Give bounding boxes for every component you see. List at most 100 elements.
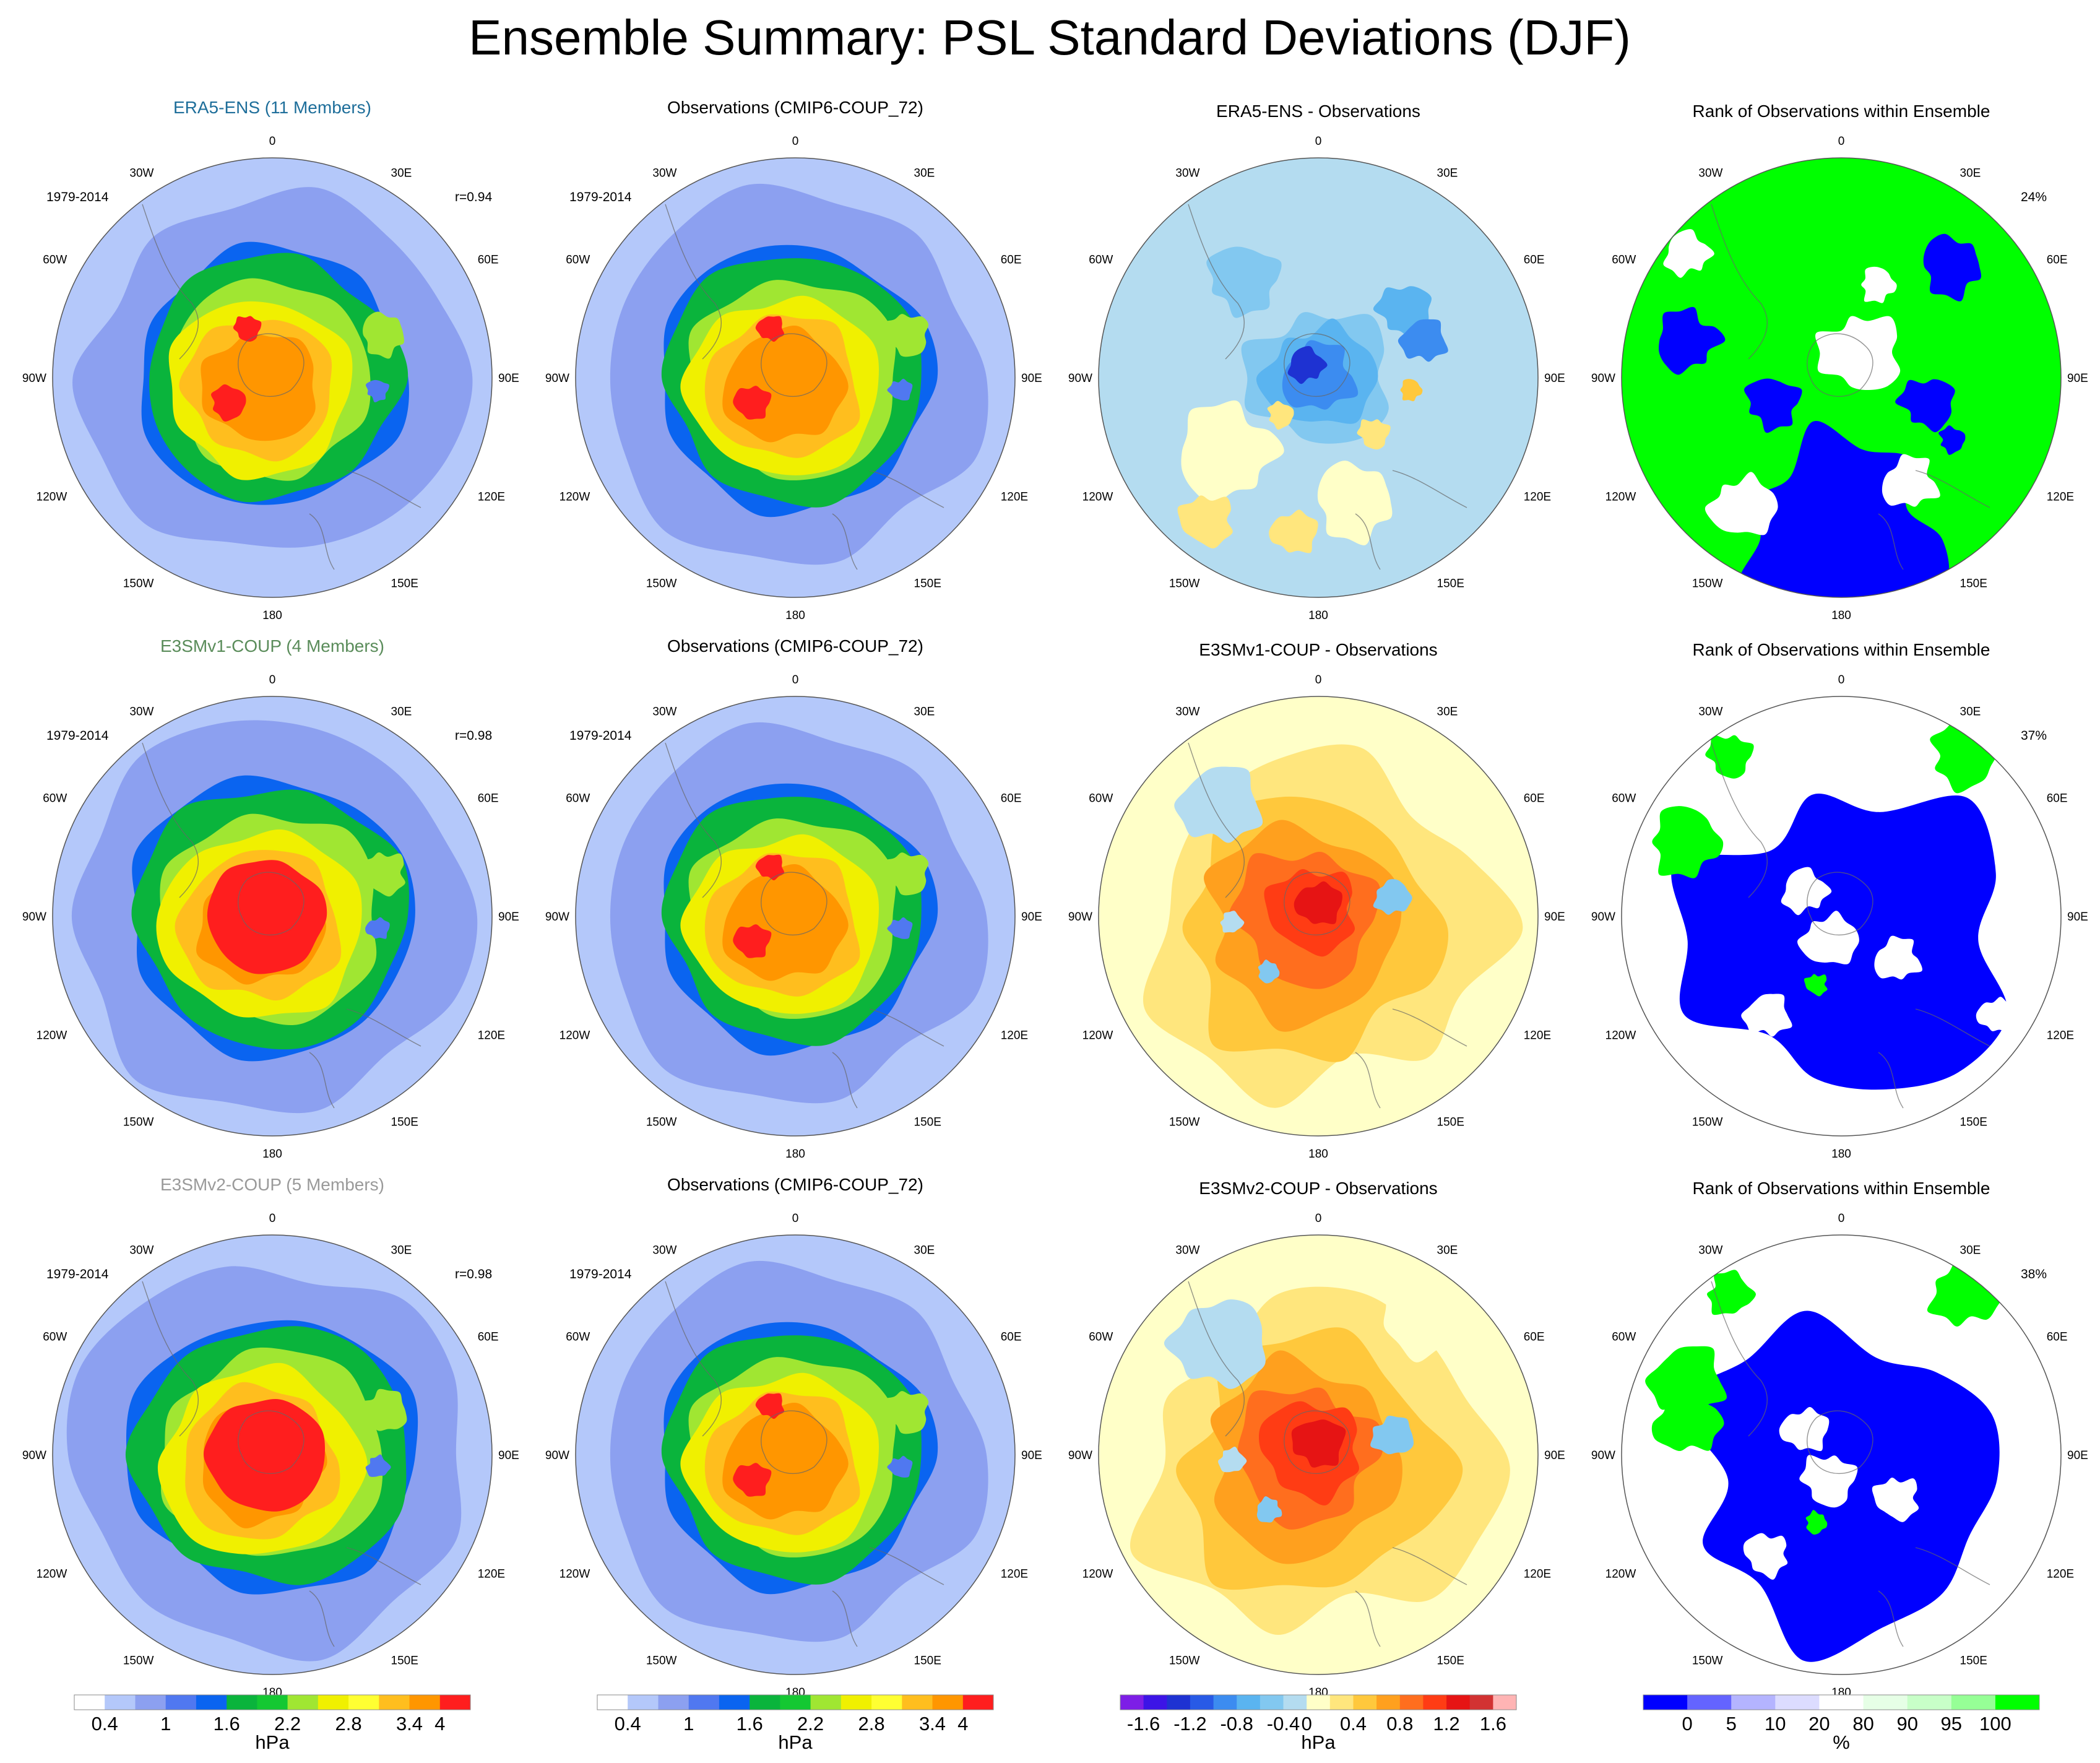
lon-label-90W: 90W [545, 1449, 569, 1462]
colorbar-swatch [840, 1695, 872, 1710]
rank-region [1651, 1387, 1724, 1452]
rank-region [1882, 454, 1940, 507]
lon-label-90E: 90E [498, 911, 519, 924]
contour-band [1269, 509, 1318, 553]
lon-label-150W: 150W [1692, 1655, 1723, 1668]
lon-label-120E: 120E [1524, 491, 1551, 504]
lon-label-120E: 120E [2047, 491, 2074, 504]
colorbar-swatch [902, 1695, 933, 1710]
lon-label-120W: 120W [37, 1029, 67, 1042]
lon-label-60E: 60E [1524, 792, 1545, 805]
colorbar-tick-label: 1.2 [1433, 1713, 1460, 1735]
lon-label-60E: 60E [1001, 254, 1022, 267]
period-label: 1979-2014 [46, 190, 109, 204]
map-boundary [1098, 157, 1539, 598]
contour-band [1373, 879, 1412, 915]
rank-region [1741, 994, 1792, 1037]
coastline [142, 204, 421, 570]
period-label: 1979-2014 [569, 1267, 632, 1281]
map-boundary [575, 1234, 1016, 1675]
colorbar-swatch [628, 1695, 659, 1710]
colorbar-swatch [165, 1695, 197, 1710]
colorbar-unit: hPa [1301, 1731, 1336, 1753]
contour-band [1291, 1419, 1346, 1468]
lon-label-120W: 120W [1605, 1029, 1636, 1042]
panel-title: Rank of Observations within Ensemble [1693, 1179, 1990, 1198]
colorbar-4: 0 5 10 20 80 90 95 100% [1643, 1694, 2040, 1753]
colorbar-swatch [1687, 1695, 1732, 1710]
contour-band [887, 917, 913, 939]
lon-label-60W: 60W [1089, 1331, 1113, 1344]
lon-label-150E: 150E [1960, 1116, 1987, 1129]
lon-label-0: 0 [792, 674, 799, 687]
contour-band [366, 379, 389, 402]
lon-label-150E: 150E [914, 1655, 941, 1668]
contour-band [733, 386, 772, 420]
map-field [576, 158, 1015, 597]
lon-label-120W: 120W [560, 1568, 590, 1581]
lon-label-150W: 150W [123, 578, 154, 591]
lon-label-30E: 30E [914, 1244, 935, 1257]
colorbar-swatch [409, 1695, 441, 1710]
colorbar-swatch [1260, 1695, 1284, 1710]
colorbar-swatch [1143, 1695, 1167, 1710]
rank-region [1652, 806, 1724, 878]
colorbar-tick-label: 0.4 [1340, 1713, 1367, 1735]
rank-region [1872, 1477, 1919, 1522]
lon-label-150E: 150E [391, 1655, 418, 1668]
lon-label-30W: 30W [129, 1244, 153, 1257]
lon-label-30E: 30E [1960, 167, 1981, 180]
contour-band [1181, 400, 1284, 505]
contour-band [755, 854, 785, 881]
rank-region [1874, 935, 1922, 980]
rank-region [1797, 911, 1859, 964]
lon-label-120E: 120E [478, 1029, 505, 1042]
lon-label-60E: 60E [478, 254, 499, 267]
coastline [142, 742, 421, 1109]
colorbar-tick-label: 3.4 [919, 1713, 946, 1735]
map-boundary [1621, 696, 2062, 1137]
lon-label-30W: 30W [1175, 705, 1199, 718]
contour-band [211, 384, 246, 422]
lon-label-150E: 150E [391, 1116, 418, 1129]
colorbar-2: 0.4 1 1.6 2.2 2.8 3.4 4 hPa [597, 1694, 994, 1753]
contour-band [365, 917, 390, 939]
lon-label-30W: 30W [1175, 1244, 1199, 1257]
colorbar-swatch [1775, 1695, 1820, 1710]
colorbar-tick-label: 95 [1941, 1713, 1962, 1735]
map-boundary [575, 157, 1016, 598]
colorbar-swatch [1283, 1695, 1307, 1710]
lon-label-30W: 30W [652, 705, 676, 718]
lon-label-120W: 120W [1082, 491, 1113, 504]
colorbar-swatch [1376, 1695, 1401, 1710]
panel-r3-c3: E3SMv2-COUP - Observations 0 30E 60E 90E 120E… [1068, 1179, 1565, 1699]
lon-label-180: 180 [1308, 609, 1328, 622]
panel-r3-c4: Rank of Observations within Ensemble 0 30E… [1591, 1179, 2088, 1699]
contour-band [1177, 495, 1233, 548]
lon-label-30W: 30W [129, 167, 153, 180]
map-field [1622, 158, 2061, 597]
lon-label-150W: 150W [123, 1655, 154, 1668]
rank-region [1781, 867, 1832, 916]
lon-label-0: 0 [1838, 674, 1845, 687]
lon-label-60W: 60W [1089, 792, 1113, 805]
lon-label-30W: 30W [652, 167, 676, 180]
lon-label-150W: 150W [1169, 1116, 1200, 1129]
lon-label-60W: 60W [566, 792, 590, 805]
rank-region [1659, 306, 1726, 375]
lon-label-60E: 60E [2047, 1331, 2068, 1344]
colorbar-swatch [1329, 1695, 1354, 1710]
colorbar-swatch [227, 1695, 257, 1710]
colorbar-tick-label: -1.6 [1127, 1713, 1160, 1735]
contour-band [359, 1388, 407, 1431]
lon-label-60E: 60E [1524, 254, 1545, 267]
lon-label-90W: 90W [22, 372, 46, 385]
lon-label-60W: 60W [1612, 792, 1636, 805]
lon-label-120W: 120W [560, 1029, 590, 1042]
rank-region [1938, 425, 1966, 455]
colorbar-tick-label: 2.8 [858, 1713, 885, 1735]
lon-label-0: 0 [1315, 1212, 1322, 1225]
colorbar-tick-label: 1.6 [214, 1713, 240, 1735]
lon-label-120E: 120E [1001, 491, 1028, 504]
map-boundary [52, 1234, 493, 1675]
